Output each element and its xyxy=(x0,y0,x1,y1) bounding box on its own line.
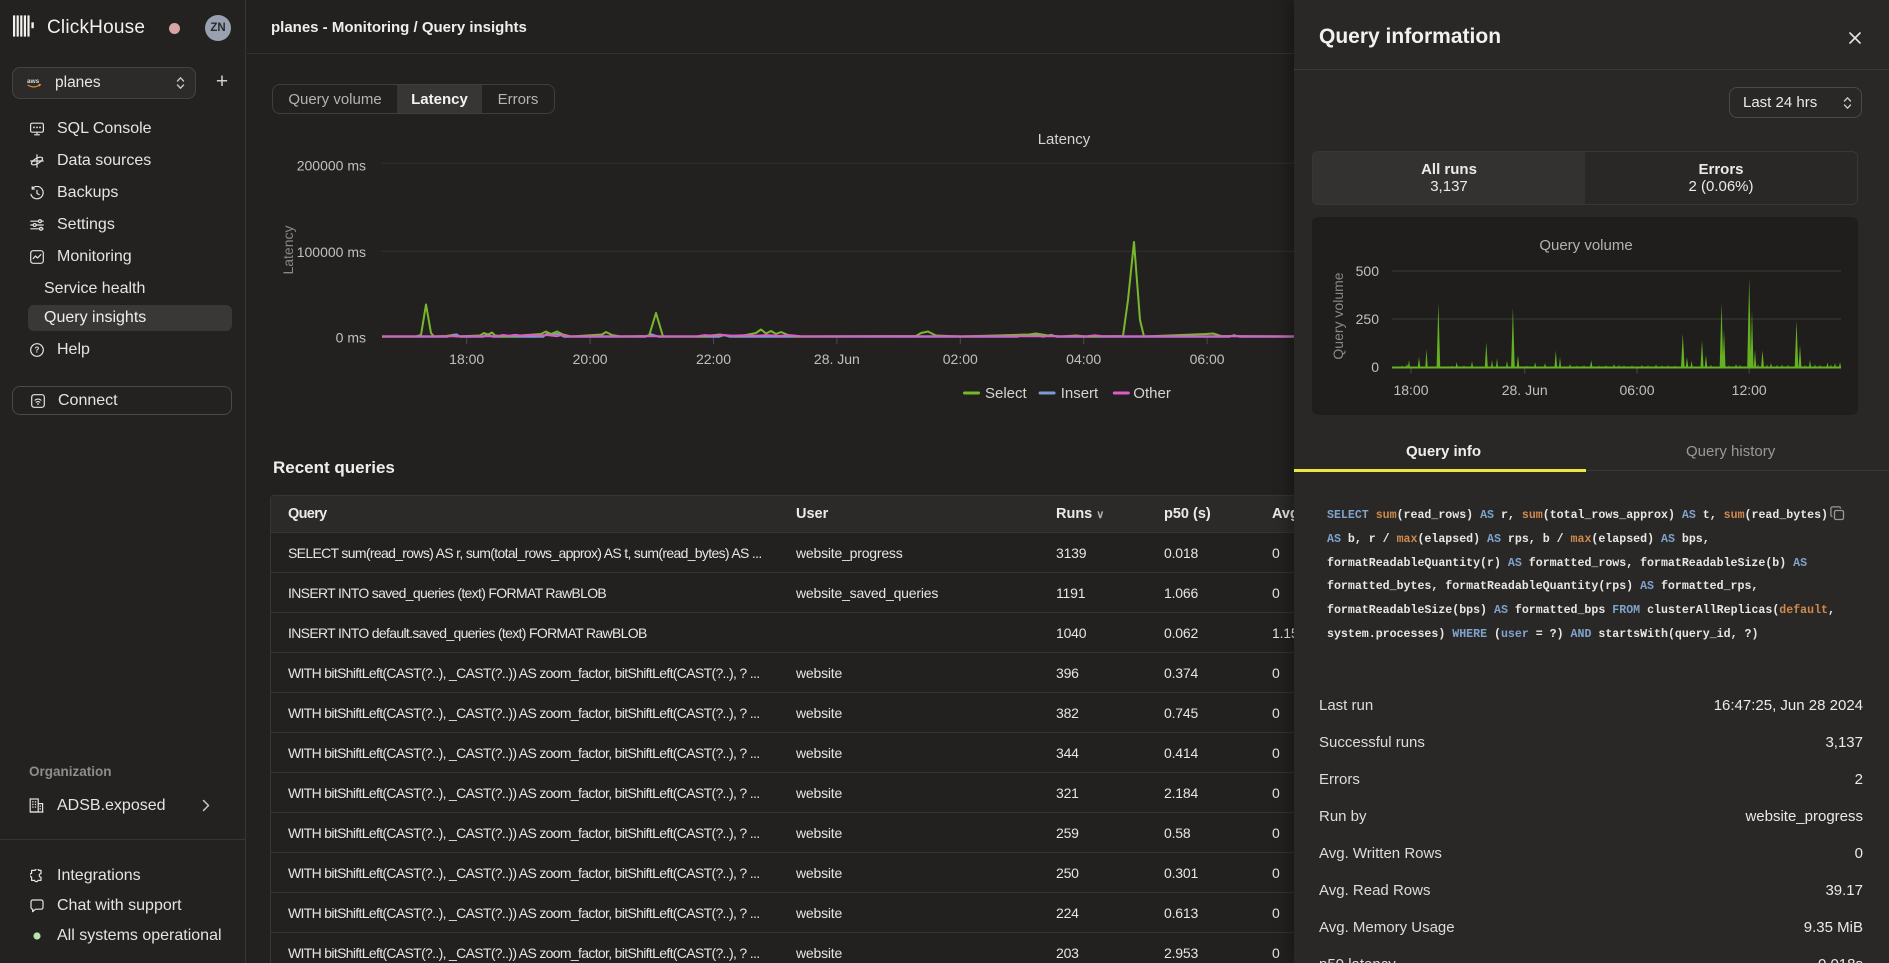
svg-text:12:00: 12:00 xyxy=(1732,382,1767,398)
svg-text:Query volume: Query volume xyxy=(1539,237,1632,254)
svg-text:22:00: 22:00 xyxy=(696,351,731,367)
svg-text:200000 ms: 200000 ms xyxy=(297,158,366,174)
svg-text:250: 250 xyxy=(1356,311,1380,327)
svg-text:28. Jun: 28. Jun xyxy=(1502,382,1548,398)
svg-text:Insert: Insert xyxy=(1061,385,1099,402)
svg-text:18:00: 18:00 xyxy=(449,351,484,367)
svg-text:100000 ms: 100000 ms xyxy=(297,244,366,260)
svg-text:aws: aws xyxy=(27,78,40,85)
svg-text:Select: Select xyxy=(985,385,1028,402)
svg-text:04:00: 04:00 xyxy=(1066,351,1101,367)
svg-text:0: 0 xyxy=(1371,359,1379,375)
svg-text:18:00: 18:00 xyxy=(1393,382,1428,398)
svg-text:20:00: 20:00 xyxy=(573,351,608,367)
svg-text:?: ? xyxy=(35,346,40,355)
svg-text:02:00: 02:00 xyxy=(943,351,978,367)
svg-text:06:00: 06:00 xyxy=(1190,351,1225,367)
svg-text:06:00: 06:00 xyxy=(1619,382,1654,398)
svg-text:Query volume: Query volume xyxy=(1330,272,1346,359)
svg-text:Other: Other xyxy=(1133,385,1171,402)
svg-text:Latency: Latency xyxy=(1038,131,1091,148)
svg-text:Latency: Latency xyxy=(280,225,296,274)
svg-text:28. Jun: 28. Jun xyxy=(814,351,860,367)
svg-text:0 ms: 0 ms xyxy=(336,330,366,346)
svg-text:500: 500 xyxy=(1356,263,1380,279)
